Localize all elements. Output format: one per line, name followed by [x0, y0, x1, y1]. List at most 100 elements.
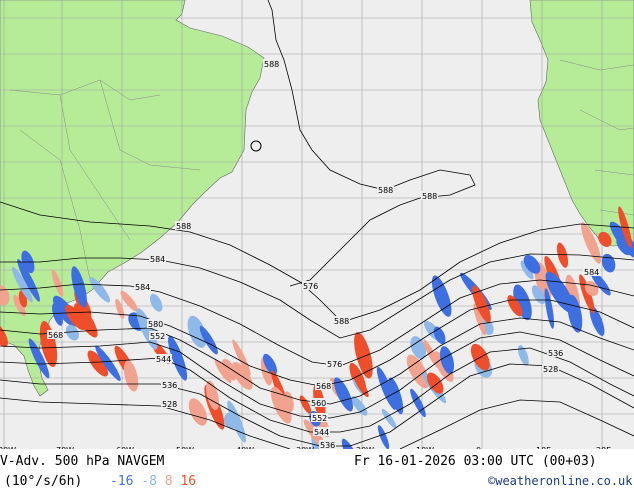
footer: V-Adv. 500 hPa NAVGEM Fr 16-01-2026 03:0… — [0, 449, 634, 490]
legend-value-4: 16 — [180, 474, 197, 489]
advection-blob — [531, 285, 546, 305]
advection-blob — [406, 354, 430, 389]
advection-blob — [232, 339, 251, 376]
longitude-label: 0 — [476, 446, 481, 449]
advection-blob — [73, 303, 98, 338]
advection-blob — [545, 271, 575, 313]
contour-labels: 588 588 588 588 584 584 576 588 580 552 544 536 528 5… — [47, 59, 600, 449]
contour-label: 568 — [48, 331, 63, 340]
advection-blob — [89, 276, 111, 303]
advection-blob — [214, 359, 232, 384]
units-label: (10°/s/6h) — [4, 474, 83, 489]
advection-blob — [352, 371, 369, 398]
advection-blob — [11, 266, 33, 303]
longitude-label: 70W — [56, 446, 74, 449]
credit: ©weatheronline.co.uk — [488, 474, 633, 488]
legend-value-3: 8 — [164, 474, 173, 489]
advection-blob — [523, 255, 541, 274]
advection-blob — [115, 298, 125, 319]
contour-label: 536 — [320, 441, 335, 449]
advection-blob — [65, 324, 79, 341]
contour-label: 536 — [162, 381, 177, 390]
advection-blob — [262, 353, 278, 375]
advection-blob — [188, 398, 208, 426]
advection-blob — [598, 231, 612, 247]
contour-label: 588 — [176, 222, 191, 231]
advection-blob — [221, 358, 237, 381]
contour-label: 560 — [311, 399, 326, 408]
advection-blob — [507, 295, 523, 317]
advection-blob — [120, 290, 138, 312]
longitude-label: 30W — [296, 446, 314, 449]
advection-blob — [39, 320, 58, 368]
longitude-label: 50W — [176, 446, 194, 449]
advection-blob — [601, 253, 616, 273]
longitude-label: 10W — [416, 446, 434, 449]
advection-blob — [51, 269, 64, 297]
advection-blob — [341, 438, 364, 449]
contour-label: 544 — [156, 355, 171, 364]
advection-blob — [581, 222, 601, 264]
advection-blob — [520, 260, 534, 280]
advection-blob — [473, 303, 486, 336]
map: 588 588 588 588 584 584 576 588 580 552 544 536 528 5… — [0, 0, 634, 449]
advection-blob — [260, 356, 273, 386]
longitude-label: 20E — [596, 446, 611, 449]
advection-blob — [388, 377, 404, 415]
contour-label: 552 — [150, 332, 165, 341]
advection-blob — [333, 377, 354, 412]
contour-label: 552 — [312, 414, 327, 423]
longitude-label: 60W — [116, 446, 134, 449]
advection-blob — [354, 332, 373, 379]
advection-blob — [410, 336, 427, 360]
contour-label: 528 — [162, 400, 177, 409]
advection-blob — [223, 412, 239, 429]
contour-label: 588 — [378, 186, 393, 195]
contour-label: 588 — [264, 60, 279, 69]
borders — [9, 59, 634, 281]
advection-blob — [351, 396, 368, 416]
longitude-label: 10E — [536, 446, 551, 449]
contour-label: 568 — [316, 382, 331, 391]
contour-label: 580 — [148, 320, 163, 329]
advection-blob — [439, 346, 455, 374]
advection-blob — [513, 284, 532, 321]
legend-value-2: -8 — [141, 474, 157, 489]
advection-blob — [71, 266, 87, 308]
advection-blob — [472, 285, 491, 323]
advection-blob — [52, 303, 63, 326]
advection-blob — [231, 362, 253, 390]
advection-blob — [150, 293, 163, 312]
legend-value-1: -16 — [110, 474, 134, 489]
longitude-label: 80W — [0, 446, 16, 449]
advection-field — [0, 206, 634, 449]
contour-label: 584 — [584, 268, 599, 277]
contour-label: 576 — [303, 282, 318, 291]
chart-title: V-Adv. 500 hPa NAVGEM — [0, 454, 165, 469]
contour-label: 576 — [327, 360, 342, 369]
contour-label: 536 — [548, 349, 563, 358]
advection-blob — [381, 408, 397, 429]
advection-blob — [65, 304, 86, 330]
contour-label: 588 — [334, 317, 349, 326]
advection-blob — [168, 335, 188, 381]
advection-blob — [270, 386, 292, 424]
advection-blob — [13, 294, 26, 317]
longitude-label: 20W — [356, 446, 374, 449]
advection-blob — [87, 350, 109, 377]
advection-blob — [426, 372, 444, 394]
advection-blob — [544, 288, 555, 329]
contour-label: 584 — [135, 283, 150, 292]
advection-blob — [199, 325, 218, 355]
advection-blob — [518, 345, 529, 366]
advection-blob — [431, 275, 452, 317]
contour-label: 588 — [422, 192, 437, 201]
valid-time: Fr 16-01-2026 03:00 UTC (00+03) — [354, 454, 597, 469]
advection-blob — [377, 425, 390, 449]
advection-blob — [433, 326, 446, 345]
advection-blob — [0, 321, 8, 347]
legend: -16 -8 8 16 — [110, 474, 196, 489]
africa-land — [529, 0, 634, 247]
longitude-label: 40W — [236, 446, 254, 449]
advection-blob — [311, 433, 328, 449]
